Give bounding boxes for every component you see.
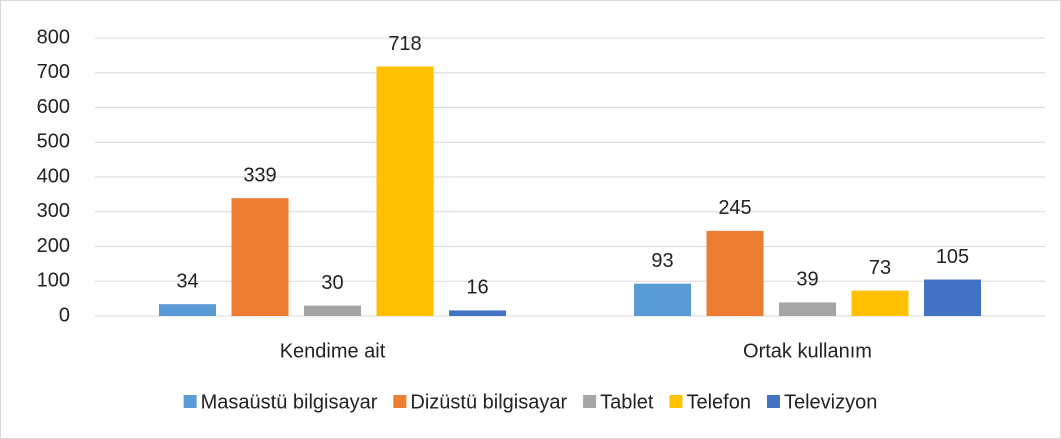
bar <box>449 310 506 316</box>
data-label: 73 <box>869 257 891 279</box>
y-tick-label: 800 <box>37 26 70 48</box>
y-tick-label: 700 <box>37 61 70 83</box>
legend-swatch <box>669 395 683 408</box>
y-tick-label: 300 <box>37 200 70 222</box>
y-tick-label: 0 <box>59 304 70 326</box>
data-label: 30 <box>321 272 343 294</box>
data-label: 34 <box>176 270 198 292</box>
bar <box>706 230 764 316</box>
y-tick-label: 100 <box>37 270 70 292</box>
legend-label: Masaüstü bilgisayar <box>201 391 378 413</box>
bar <box>231 198 289 316</box>
bar <box>634 283 691 316</box>
legend-label: Dizüstü bilgisayar <box>410 391 567 413</box>
x-tick-label: Ortak kullanım <box>743 340 872 362</box>
data-label: 16 <box>466 277 488 299</box>
bar <box>851 290 909 316</box>
x-tick-label: Kendime ait <box>280 340 386 362</box>
bar <box>779 302 836 316</box>
y-tick-label: 400 <box>37 165 70 187</box>
legend-swatch <box>583 395 597 408</box>
legend-label: Tablet <box>600 391 654 413</box>
legend-swatch <box>183 395 197 408</box>
data-label: 339 <box>243 164 276 186</box>
bar <box>304 305 361 316</box>
data-label: 245 <box>718 197 751 219</box>
data-label: 93 <box>651 250 673 272</box>
bar <box>924 279 981 316</box>
bar <box>376 66 434 317</box>
bar <box>159 304 216 316</box>
y-tick-label: 500 <box>37 131 70 153</box>
y-tick-label: 200 <box>37 235 70 257</box>
data-label: 105 <box>936 246 969 268</box>
legend-swatch <box>393 395 407 408</box>
legend-label: Telefon <box>686 391 751 413</box>
legend-label: Televizyon <box>784 391 877 413</box>
legend-swatch <box>766 395 780 408</box>
y-tick-label: 600 <box>37 96 70 118</box>
data-label: 718 <box>388 33 421 55</box>
data-label: 39 <box>796 269 818 291</box>
